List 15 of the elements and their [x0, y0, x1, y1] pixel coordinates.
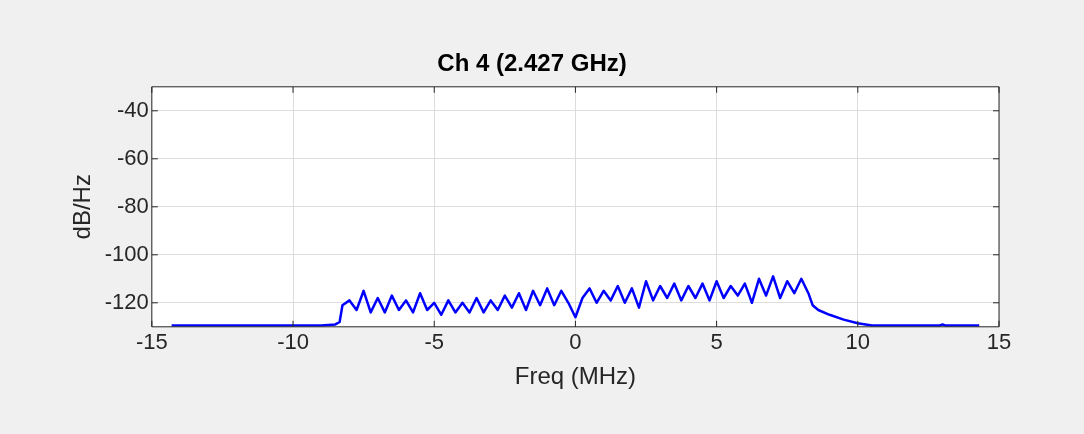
y-tick-label: -100 — [104, 240, 149, 266]
chart-title: Ch 4 (2.427 GHz) — [437, 49, 627, 77]
y-tick-label: -60 — [117, 144, 149, 170]
x-tick-label: -5 — [424, 329, 444, 355]
x-tick-label: 10 — [845, 329, 871, 355]
y-tick-label: -40 — [117, 96, 149, 122]
x-tick-label: 5 — [710, 329, 723, 355]
y-tick-label: -80 — [117, 192, 149, 218]
x-axis-title: Freq (MHz) — [514, 362, 637, 390]
y-tick-label: -120 — [104, 288, 149, 314]
x-tick-label: 15 — [986, 329, 1012, 355]
x-tick-label: -15 — [135, 329, 168, 355]
x-tick-label: -10 — [277, 329, 309, 355]
x-tick-label: 0 — [569, 329, 582, 355]
y-axis-title: dB/Hz — [68, 174, 96, 240]
